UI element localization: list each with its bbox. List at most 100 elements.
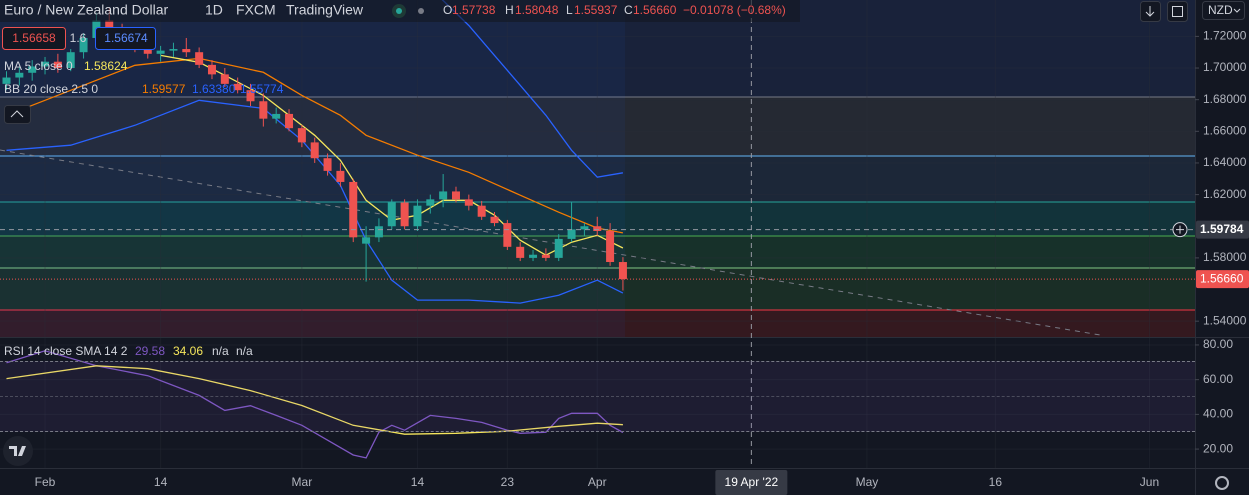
quote-change: −0.01078 (−0.68%)	[683, 3, 786, 17]
x-tick-label: 14	[154, 475, 168, 489]
y-tick-label: 1.66000	[1203, 123, 1247, 137]
last-price-tag	[1196, 270, 1249, 289]
candle-body	[66, 52, 75, 69]
quote-key: L	[566, 3, 573, 17]
top-controls: NZD	[1140, 1, 1245, 22]
candle-body	[503, 223, 512, 247]
candle-body	[606, 230, 615, 263]
candle-body	[105, 20, 114, 31]
rsi-reading: n/a	[236, 344, 253, 358]
rsi-legend[interactable]: RSI 14 close SMA 14 2	[4, 344, 128, 358]
candle-body	[143, 47, 152, 54]
fib-bands	[0, 0, 1195, 337]
candle-body	[426, 199, 435, 206]
spread: 1.6	[70, 31, 87, 45]
crosshair-price-tag	[1196, 220, 1249, 239]
platform: TradingView	[286, 2, 364, 18]
x-tick-label: May	[856, 475, 879, 489]
fullscreen-button[interactable]	[1167, 1, 1188, 22]
interval[interactable]: 1D	[205, 2, 223, 18]
crosshair-time-label: 19 Apr '22	[725, 475, 779, 489]
quote-value: 1.56660	[633, 3, 677, 17]
candle-body	[195, 52, 204, 65]
status-dot	[418, 8, 424, 14]
sell-button[interactable]	[2, 27, 66, 50]
y-tick-label: 80.00	[1203, 337, 1233, 351]
buy-button[interactable]	[95, 27, 156, 50]
logo-bg[interactable]	[3, 436, 33, 466]
currency-button[interactable]	[1202, 1, 1245, 20]
candle-body	[618, 262, 627, 280]
bb-fill	[0, 0, 625, 337]
candle-body	[541, 254, 550, 258]
quote-value: 1.58048	[515, 3, 559, 17]
bb-reading: 1.59577	[142, 82, 186, 96]
candle-body	[413, 205, 422, 227]
x-tick-label: Feb	[35, 475, 56, 489]
candle-body	[41, 61, 50, 67]
symbol-title: Euro / New Zealand Dollar	[4, 2, 169, 18]
candle-body	[285, 113, 294, 129]
last-price-label: 1.56660	[1200, 271, 1244, 285]
candle-body	[156, 50, 165, 54]
candle-body	[2, 77, 11, 84]
candle-body	[53, 61, 62, 69]
candle-body	[477, 205, 486, 217]
candle-body	[349, 181, 358, 238]
band	[0, 97, 1195, 156]
trade-buttons: 1.56658 1.6 1.56674	[2, 27, 156, 50]
candle-body	[182, 49, 191, 53]
candle-body	[233, 83, 242, 91]
band	[0, 236, 1195, 268]
candle-body	[336, 170, 345, 182]
quote-value: 1.55937	[574, 3, 618, 17]
band	[0, 310, 1195, 337]
candle-body	[79, 37, 88, 53]
logo-mark	[9, 446, 26, 456]
candle-body	[207, 64, 216, 75]
candle-body	[374, 226, 383, 238]
y-tick-label: 1.64000	[1203, 155, 1247, 169]
status-dot	[396, 8, 402, 14]
candle-body	[15, 72, 24, 78]
bb-reading: 1.63380	[192, 82, 236, 96]
indicator-line	[6, 350, 624, 459]
source: FXCM	[236, 2, 276, 18]
candle-body	[323, 158, 332, 171]
y-tick-label: 60.00	[1203, 372, 1233, 386]
ma-legend[interactable]: MA 5 close 0	[4, 59, 73, 73]
y-tick-label: 1.70000	[1203, 60, 1247, 74]
quote-key: C	[624, 3, 633, 17]
fullscreen-icon	[1172, 6, 1183, 17]
ma-reading: 1.58624	[84, 59, 128, 73]
candle-body	[246, 90, 255, 102]
candle-body	[593, 226, 602, 231]
candle-body	[169, 49, 178, 51]
logo	[3, 436, 33, 466]
scroll-icon	[1145, 6, 1155, 17]
rsi-panel	[0, 338, 1195, 468]
y-tick-label: 20.00	[1203, 441, 1233, 455]
x-tick-label: Apr	[588, 475, 607, 489]
settings-icon[interactable]	[1215, 476, 1229, 490]
candle-body	[28, 66, 37, 73]
candle-body	[310, 142, 319, 159]
candle-body	[516, 246, 525, 258]
candle-body	[400, 202, 409, 227]
x-tick-label: Mar	[292, 475, 313, 489]
collapse-button[interactable]	[4, 105, 31, 124]
x-tick-label: 16	[989, 475, 1003, 489]
dropdown-icon	[1233, 8, 1241, 13]
buy-price: 1.56674	[104, 31, 148, 45]
candle-body	[297, 128, 306, 143]
y-tick-label: 1.54000	[1203, 313, 1247, 327]
candle-body	[259, 101, 268, 119]
candle-body	[272, 113, 281, 119]
rsi-reading: 34.06	[173, 344, 203, 358]
quote-value: 1.57738	[452, 3, 496, 17]
candle-body	[554, 238, 563, 258]
bb-legend[interactable]: BB 20 close 2.5 0	[4, 82, 98, 96]
x-tick-label: Jun	[1140, 475, 1159, 489]
candle-body	[387, 202, 396, 227]
